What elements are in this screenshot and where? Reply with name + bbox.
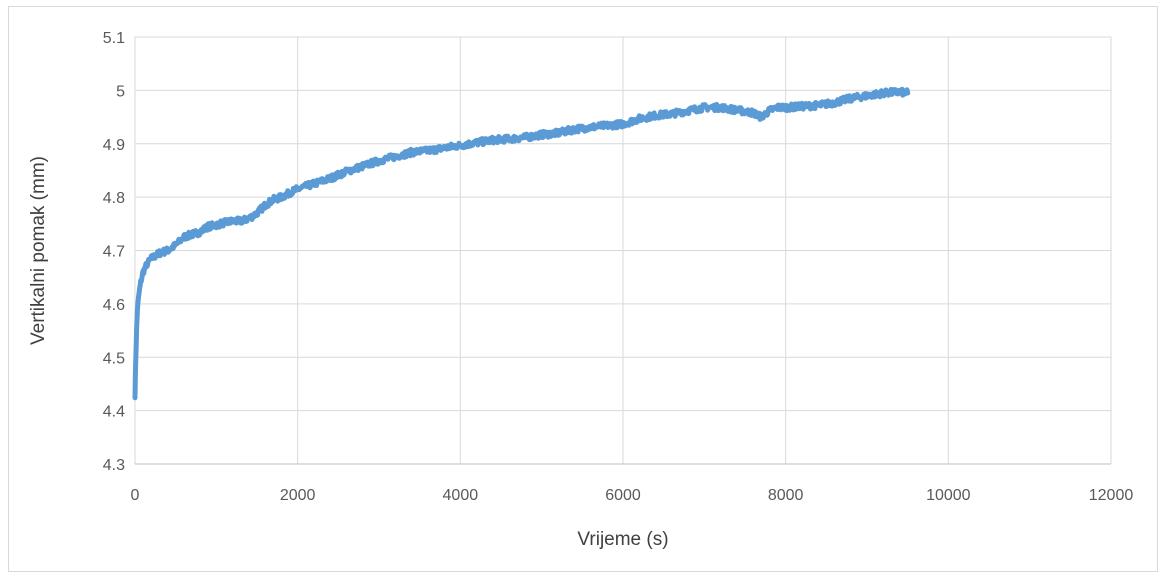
y-tick-labels: 4.3 4.4 4.5 4.6 4.7 4.8 4.9 5 5.1 (103, 30, 125, 474)
data-point (605, 124, 609, 128)
data-point (149, 257, 153, 261)
x-tick-label: 2000 (280, 487, 316, 504)
data-point (174, 243, 178, 247)
data-point (361, 164, 365, 168)
data-point (572, 127, 576, 131)
data-point (344, 170, 348, 174)
data-point (393, 155, 397, 159)
data-point (247, 216, 251, 220)
data-point (137, 291, 141, 295)
data-point (816, 103, 820, 107)
data-point (279, 195, 283, 199)
y-tick-label: 4.8 (103, 190, 125, 207)
x-tick-label: 4000 (443, 487, 479, 504)
data-point (588, 125, 592, 129)
data-point (145, 262, 149, 266)
data-point (214, 223, 218, 227)
data-point (906, 91, 910, 95)
y-tick-label: 4.9 (103, 137, 125, 154)
data-point (800, 104, 804, 108)
data-point (141, 270, 145, 274)
data-point (751, 111, 755, 115)
gridlines (134, 36, 1112, 465)
data-point (491, 138, 495, 142)
data-point (222, 221, 226, 225)
data-point (637, 117, 641, 121)
data-point (832, 101, 836, 105)
y-axis-title: Vertikalni pomak (mm) (28, 156, 49, 345)
data-point (255, 211, 259, 215)
data-point (166, 249, 170, 252)
data-point (190, 232, 194, 236)
x-tick-label: 10000 (926, 487, 971, 504)
data-point (881, 91, 885, 95)
data-point (206, 224, 210, 228)
data-point (198, 230, 202, 234)
data-point (426, 149, 430, 153)
data-point (442, 146, 446, 150)
data-point (767, 109, 771, 113)
chart-frame (8, 6, 1158, 572)
data-point (898, 90, 902, 94)
y-tick-label: 4.4 (103, 404, 125, 421)
data-point (458, 143, 462, 147)
data-point (784, 105, 788, 109)
x-tick-label: 0 (131, 487, 140, 504)
data-point (686, 109, 690, 113)
y-tick-label: 5 (116, 83, 125, 100)
data-point (670, 112, 674, 116)
data-point (134, 355, 138, 359)
y-tick-label: 4.5 (103, 350, 125, 367)
data-point (523, 135, 527, 139)
data-point (377, 159, 381, 163)
data-point (410, 150, 414, 154)
data-point (135, 307, 139, 311)
y-tick-label: 5.1 (103, 30, 125, 47)
series-line (132, 86, 911, 401)
data-point (735, 108, 739, 112)
x-axis-title: Vrijeme (s) (577, 529, 668, 550)
x-tick-label: 12000 (1089, 487, 1134, 504)
data-point (556, 131, 560, 135)
data-point (263, 203, 267, 207)
x-tick-labels: 0 2000 4000 6000 8000 10000 12000 (131, 487, 1134, 504)
data-point (182, 235, 186, 239)
data-point (312, 182, 316, 186)
series-layer (132, 86, 911, 401)
data-point (133, 393, 137, 397)
data-point (288, 191, 292, 195)
data-point (759, 115, 763, 119)
data-point (239, 219, 243, 223)
data-point (621, 122, 625, 126)
y-tick-label: 4.7 (103, 244, 125, 261)
data-point (139, 281, 143, 285)
data-point (135, 329, 139, 333)
data-point (849, 96, 853, 100)
x-tick-label: 6000 (605, 487, 641, 504)
data-point (507, 137, 511, 141)
data-point (719, 105, 723, 109)
data-point (540, 133, 544, 137)
data-point (654, 113, 658, 117)
data-point (776, 105, 780, 109)
data-point (702, 105, 706, 109)
y-tick-label: 4.6 (103, 297, 125, 314)
data-point (296, 187, 300, 191)
data-point (865, 94, 869, 98)
data-point (271, 198, 275, 202)
data-point (475, 141, 479, 145)
data-point (328, 176, 332, 180)
x-tick-label: 8000 (768, 487, 804, 504)
data-point (231, 219, 235, 223)
y-tick-label: 4.3 (103, 457, 125, 474)
data-point (157, 251, 161, 255)
